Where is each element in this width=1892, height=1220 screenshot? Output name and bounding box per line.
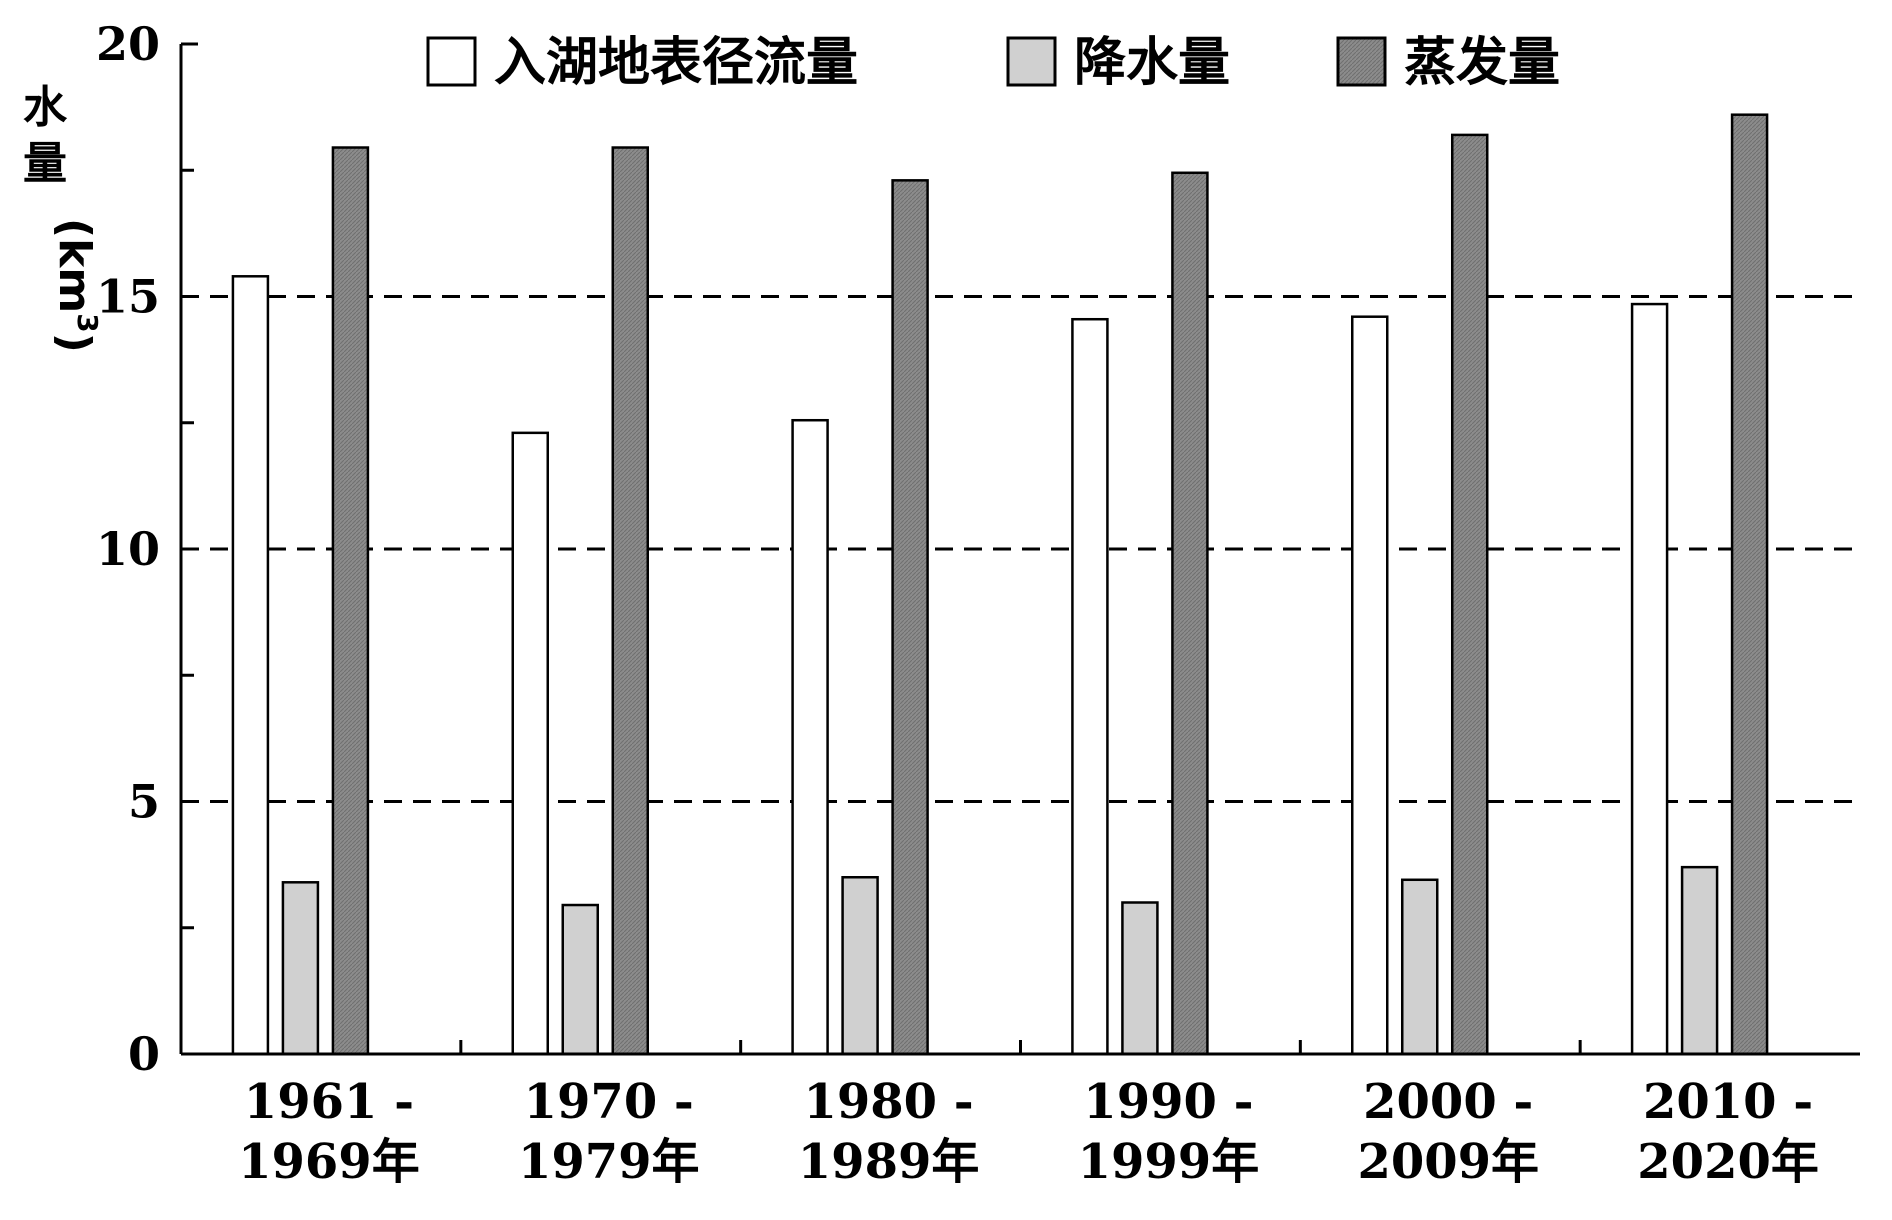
bar-series-2-cat-0 xyxy=(331,146,370,1056)
category-label-3-line-1: 1999年 xyxy=(1078,1134,1260,1190)
bar-series-2-cat-1 xyxy=(611,146,649,1056)
category-label-4-line-0: 2000 - xyxy=(1363,1074,1533,1130)
category-label-2-line-1: 1989年 xyxy=(798,1134,980,1190)
bar-series-0-cat-5 xyxy=(1630,302,1669,1056)
grid-lines xyxy=(181,295,1860,803)
legend: 入湖地表径流量 降水量 蒸发量 xyxy=(426,33,1560,93)
bar-series-1-cat-3 xyxy=(1121,901,1159,1056)
category-label-5-line-0: 2010 - xyxy=(1643,1074,1813,1130)
y-tick-label-10: 10 xyxy=(96,522,160,576)
y-axis-label-unit: (km3) xyxy=(49,218,104,353)
y-axis-label-unit-text: (km3) xyxy=(49,218,104,353)
legend-label-2: 蒸发量 xyxy=(1404,33,1560,93)
legend-label-1: 降水量 xyxy=(1074,33,1230,93)
legend-swatch-0 xyxy=(426,36,477,87)
category-label-2-line-0: 1980 - xyxy=(803,1074,973,1130)
category-label-3-line-0: 1990 - xyxy=(1083,1074,1253,1130)
bar-series-1-cat-1 xyxy=(561,903,599,1056)
legend-swatch-2 xyxy=(1336,36,1387,87)
bar-series-0-cat-2 xyxy=(791,418,829,1056)
bar-series-1-cat-4 xyxy=(1401,878,1439,1056)
bar-series-1-cat-2 xyxy=(841,876,879,1056)
axes xyxy=(179,42,1860,1056)
category-label-4-line-1: 2009年 xyxy=(1357,1134,1539,1190)
bar-series-0-cat-3 xyxy=(1071,317,1109,1056)
bars xyxy=(231,113,1769,1056)
bar-series-1-cat-0 xyxy=(281,881,320,1056)
y-axis-label: 水量 (km3) xyxy=(23,82,104,353)
tick-labels: 0 5 10 15 20 xyxy=(96,17,160,1081)
legend-swatch-1 xyxy=(1006,36,1057,87)
y-axis-label-superscript: 3 xyxy=(71,313,104,332)
bar-series-2-cat-5 xyxy=(1730,113,1769,1056)
legend-label-0: 入湖地表径流量 xyxy=(494,33,858,93)
bar-series-1-cat-5 xyxy=(1680,865,1719,1056)
bar-series-2-cat-4 xyxy=(1451,133,1489,1056)
y-tick-label-15: 15 xyxy=(96,270,160,324)
category-label-1-line-0: 1970 - xyxy=(524,1074,694,1130)
bar-series-0-cat-0 xyxy=(231,275,270,1056)
category-label-5-line-1: 2020年 xyxy=(1637,1134,1819,1190)
y-tick-label-20: 20 xyxy=(96,17,160,71)
bar-series-0-cat-1 xyxy=(511,431,549,1056)
y-axis-label-char-0: 水 xyxy=(23,82,68,133)
y-axis-label-char-1: 量 xyxy=(23,138,67,189)
bar-series-2-cat-2 xyxy=(891,179,929,1056)
y-tick-label-0: 0 xyxy=(128,1027,160,1081)
category-labels: 1961 -1969年 1970 -1979年 1980 -1989年 1990 -1… xyxy=(238,1074,1819,1190)
y-axis-label-close: ) xyxy=(49,333,100,353)
bar-series-0-cat-4 xyxy=(1351,315,1389,1056)
category-label-1-line-1: 1979年 xyxy=(518,1134,700,1190)
bar-series-2-cat-3 xyxy=(1171,171,1209,1056)
category-label-0-line-0: 1961 - xyxy=(244,1074,414,1130)
y-tick-label-5: 5 xyxy=(128,775,160,829)
category-label-0-line-1: 1969年 xyxy=(238,1134,420,1190)
